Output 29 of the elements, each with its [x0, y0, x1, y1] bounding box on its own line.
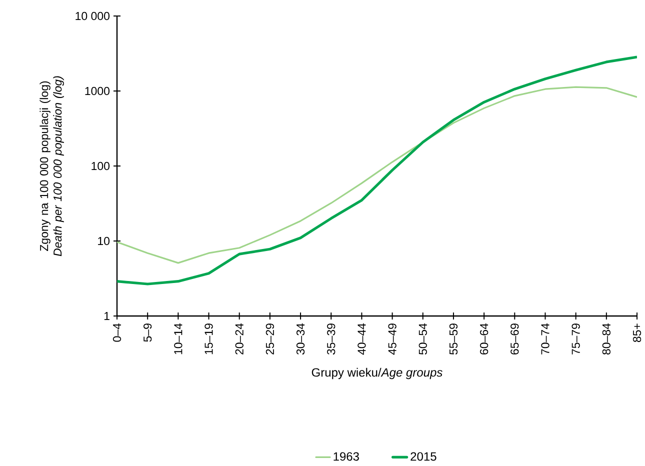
- x-tick-label: 0–4: [112, 323, 122, 342]
- x-tick-label: 85+: [632, 324, 642, 342]
- y-tick-label: 100: [92, 162, 110, 170]
- line-series: [117, 56, 638, 286]
- x-tick-label: 55–59: [449, 324, 458, 355]
- x-axis-title: Grupy wieku/Age groups: [312, 368, 442, 380]
- x-tick-label: 20–24: [235, 323, 244, 354]
- x-tick-label: 40–44: [358, 323, 366, 355]
- x-tick-label: 15–19: [204, 324, 213, 354]
- line-series: [117, 86, 638, 264]
- x-tick-label: 60–64: [480, 323, 488, 354]
- y-tick-label: 10: [98, 236, 110, 246]
- y-tick-label: 1000: [85, 86, 110, 96]
- x-tick-label: 70–74: [541, 323, 550, 354]
- y-tick-label: 1: [104, 312, 110, 320]
- x-tick-label: 50–54: [418, 323, 427, 355]
- x-tick-label: 30–34: [296, 323, 305, 355]
- y-axis-title: Zgony na 100 000 populacji (log) Death per 100 000 population (log): [40, 76, 64, 256]
- y-tick-label: 10 000: [76, 12, 110, 20]
- x-tick-label: 5–9: [144, 324, 152, 342]
- legend-label: 1963: [334, 452, 359, 461]
- x-tick-label: 25–29: [266, 324, 274, 354]
- x-tick-label: 35–39: [327, 324, 336, 355]
- legend-label: 2015: [410, 452, 436, 461]
- x-tick-label: 45–49: [388, 324, 396, 355]
- x-tick-label: 80–84: [602, 323, 610, 354]
- x-tick-label: 65–69: [510, 324, 519, 354]
- x-tick-label: 75–79: [572, 324, 580, 354]
- x-tick-label: 10–14: [174, 323, 182, 354]
